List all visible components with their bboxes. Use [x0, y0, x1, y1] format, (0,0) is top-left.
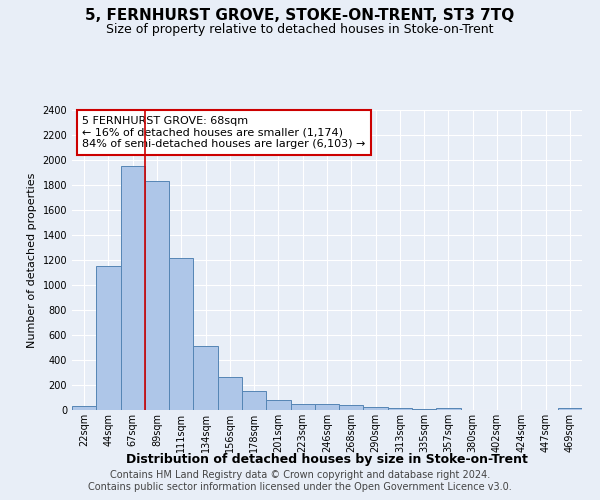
Bar: [364, 407, 388, 410]
Bar: [315, 404, 339, 410]
Bar: [169, 258, 193, 410]
Bar: [121, 166, 145, 410]
Bar: [290, 404, 315, 410]
Bar: [242, 391, 266, 410]
Y-axis label: Number of detached properties: Number of detached properties: [27, 172, 37, 348]
Bar: [145, 181, 169, 410]
Bar: [266, 400, 290, 410]
Bar: [96, 266, 121, 410]
Bar: [193, 346, 218, 410]
Bar: [388, 408, 412, 410]
Bar: [72, 406, 96, 410]
Bar: [339, 405, 364, 410]
Text: Contains public sector information licensed under the Open Government Licence v3: Contains public sector information licen…: [88, 482, 512, 492]
Bar: [412, 408, 436, 410]
Bar: [218, 377, 242, 410]
Text: 5, FERNHURST GROVE, STOKE-ON-TRENT, ST3 7TQ: 5, FERNHURST GROVE, STOKE-ON-TRENT, ST3 …: [85, 8, 515, 22]
Bar: [558, 408, 582, 410]
Text: 5 FERNHURST GROVE: 68sqm
← 16% of detached houses are smaller (1,174)
84% of sem: 5 FERNHURST GROVE: 68sqm ← 16% of detach…: [82, 116, 365, 149]
Text: Size of property relative to detached houses in Stoke-on-Trent: Size of property relative to detached ho…: [106, 22, 494, 36]
Bar: [436, 408, 461, 410]
Text: Contains HM Land Registry data © Crown copyright and database right 2024.: Contains HM Land Registry data © Crown c…: [110, 470, 490, 480]
Text: Distribution of detached houses by size in Stoke-on-Trent: Distribution of detached houses by size …: [126, 452, 528, 466]
